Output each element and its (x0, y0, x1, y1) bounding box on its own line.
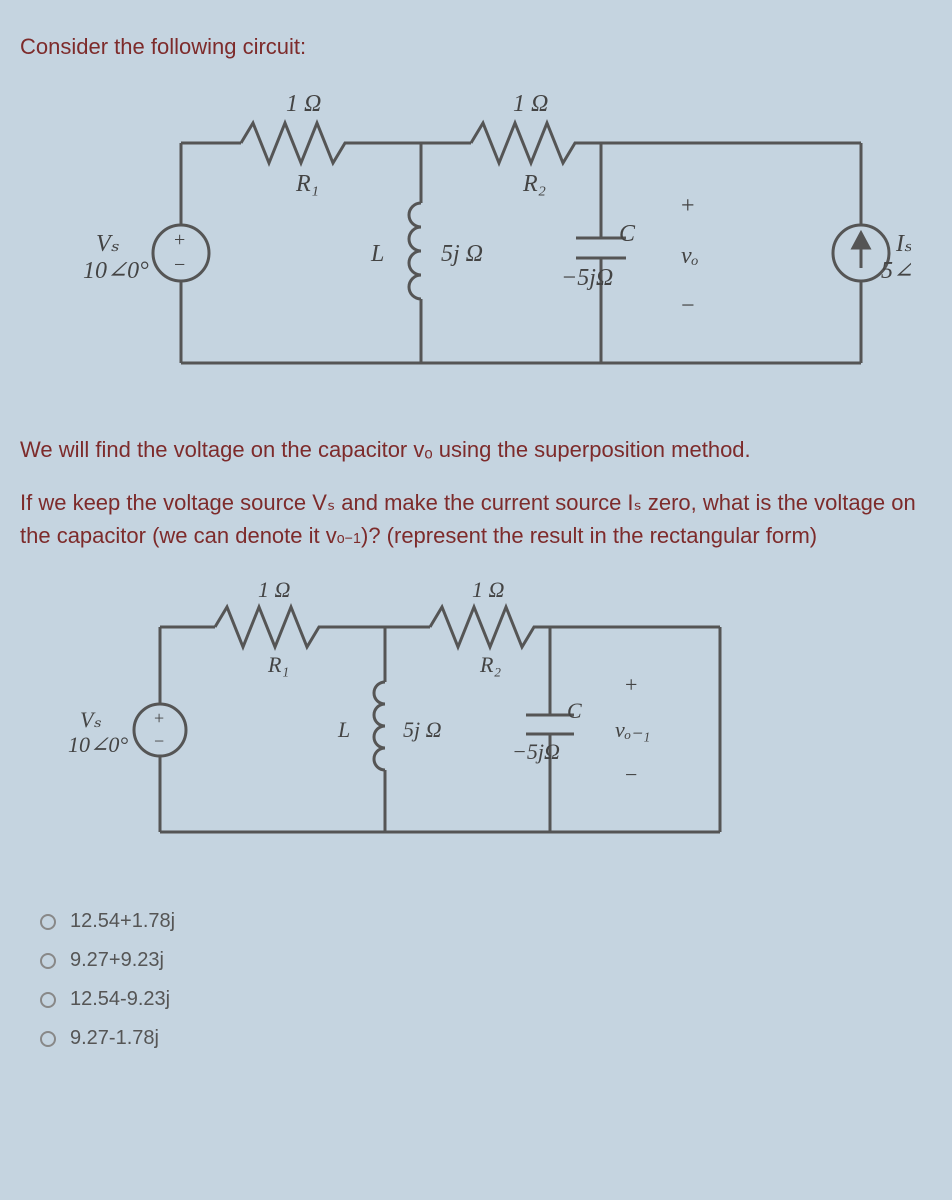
svg-text:−5jΩ: −5jΩ (512, 739, 560, 764)
option-label: 12.54+1.78j (70, 910, 175, 933)
svg-text:+: + (154, 708, 164, 728)
svg-text:Vₛ: Vₛ (96, 231, 120, 257)
svg-text:+: + (625, 672, 637, 697)
option-label: 12.54-9.23j (70, 988, 170, 1011)
svg-text:C: C (567, 698, 582, 723)
radio-icon (40, 914, 56, 930)
svg-text:vₒ₋₁: vₒ₋₁ (615, 717, 650, 742)
svg-text:R₂: R₂ (522, 171, 546, 197)
radio-icon (40, 1031, 56, 1047)
svg-text:L: L (337, 717, 350, 742)
option-b[interactable]: 9.27+9.23j (40, 941, 932, 980)
circuit-diagram-2: 1 Ω R₁ 1 Ω R₂ L 5j Ω C −5jΩ Vₛ 10∠0° + v… (40, 572, 760, 872)
svg-text:1 Ω: 1 Ω (258, 577, 291, 602)
svg-text:R₁: R₁ (267, 652, 289, 677)
svg-text:1 Ω: 1 Ω (513, 91, 548, 117)
svg-text:R₂: R₂ (479, 652, 501, 677)
svg-text:R₁: R₁ (295, 171, 319, 197)
radio-icon (40, 992, 56, 1008)
svg-text:5j Ω: 5j Ω (403, 717, 442, 742)
svg-text:1 Ω: 1 Ω (286, 91, 321, 117)
answer-options: 12.54+1.78j 9.27+9.23j 12.54-9.23j 9.27-… (20, 902, 932, 1058)
circuit-diagram-1: 1 Ω R₁ 1 Ω R₂ L 5j Ω C −5jΩ Vₛ 10∠0° + v… (41, 83, 911, 403)
option-d[interactable]: 9.27-1.78j (40, 1019, 932, 1058)
svg-text:vₒ: vₒ (681, 243, 699, 269)
intro-text: Consider the following circuit: (20, 30, 932, 63)
svg-text:5∠90°: 5∠90° (881, 258, 911, 284)
svg-text:10∠0°: 10∠0° (83, 258, 149, 284)
svg-text:L: L (370, 241, 384, 267)
svg-text:−: − (154, 731, 164, 751)
svg-text:1 Ω: 1 Ω (472, 577, 505, 602)
svg-text:10∠0°: 10∠0° (68, 732, 128, 757)
svg-text:+: + (174, 229, 185, 251)
svg-text:−5jΩ: −5jΩ (561, 265, 613, 291)
svg-text:5j Ω: 5j Ω (441, 241, 483, 267)
option-label: 9.27-1.78j (70, 1027, 159, 1050)
mid-text-2: If we keep the voltage source Vₛ and mak… (20, 486, 932, 552)
svg-text:Vₛ: Vₛ (80, 707, 101, 732)
radio-icon (40, 953, 56, 969)
svg-text:C: C (619, 221, 636, 247)
svg-text:+: + (681, 193, 695, 219)
svg-text:−: − (681, 293, 695, 319)
option-label: 9.27+9.23j (70, 949, 164, 972)
svg-text:−: − (625, 762, 637, 787)
svg-text:Iₛ: Iₛ (895, 231, 911, 257)
option-a[interactable]: 12.54+1.78j (40, 902, 932, 941)
option-c[interactable]: 12.54-9.23j (40, 980, 932, 1019)
svg-text:−: − (174, 254, 185, 276)
mid-text-1: We will find the voltage on the capacito… (20, 433, 932, 466)
